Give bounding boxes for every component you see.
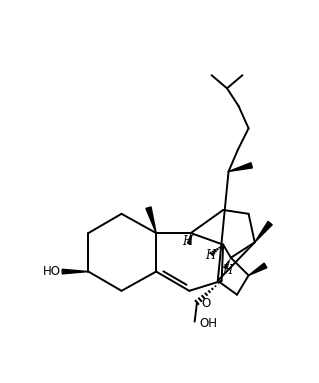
Polygon shape [62, 269, 88, 274]
Text: HO: HO [43, 265, 61, 278]
Text: H: H [182, 235, 193, 248]
Text: H: H [222, 264, 232, 277]
Polygon shape [255, 221, 272, 242]
Text: OH: OH [199, 317, 217, 330]
Polygon shape [249, 263, 267, 275]
Text: H: H [205, 249, 215, 262]
Polygon shape [228, 163, 252, 172]
Text: O: O [202, 298, 211, 310]
Polygon shape [146, 207, 156, 233]
